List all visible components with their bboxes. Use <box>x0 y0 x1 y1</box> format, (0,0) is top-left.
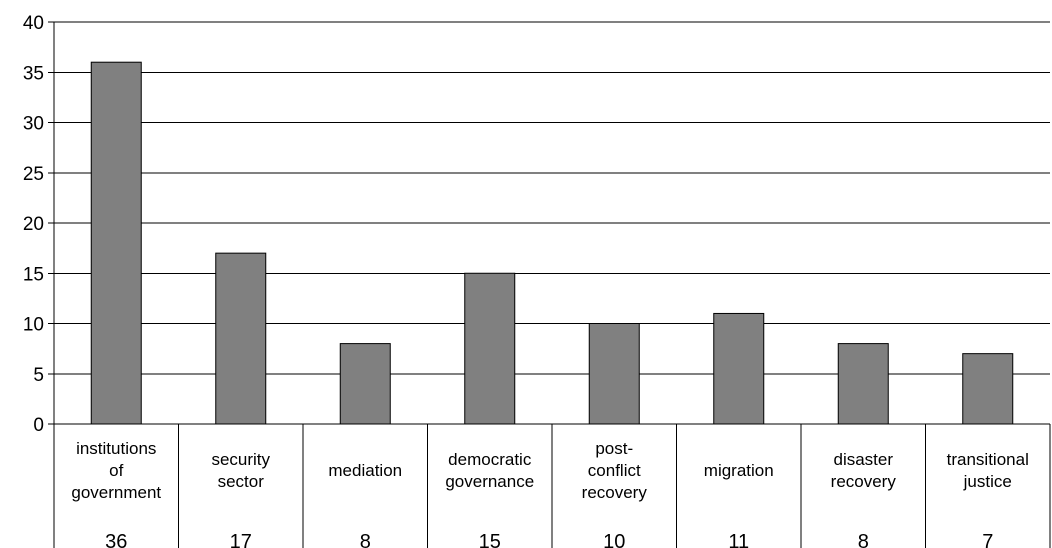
y-tick-label: 35 <box>23 63 44 84</box>
value-label: 8 <box>858 531 869 548</box>
x-category-label-line: post- <box>595 439 633 458</box>
x-category-label-line: transitional <box>947 450 1029 469</box>
x-category-label-line: institutions <box>76 439 156 458</box>
category-table: institutions of government 36 security sector… <box>71 424 1051 548</box>
gridlines <box>54 21 1050 375</box>
bar <box>713 312 765 425</box>
y-tick-label: 10 <box>23 315 44 336</box>
x-category-label-line: disaster <box>833 450 893 469</box>
y-axis-ticks: 0 5 10 15 20 25 30 35 40 <box>23 13 54 436</box>
value-label: 11 <box>728 531 749 548</box>
x-category-label-line: mediation <box>328 461 402 480</box>
bar <box>962 353 1014 425</box>
x-category-label: migration <box>704 461 774 480</box>
y-tick-label: 25 <box>23 164 44 185</box>
x-category-label-line: security <box>211 450 270 469</box>
x-category-label-line: migration <box>704 461 774 480</box>
bar <box>215 252 267 425</box>
x-category-label-line: of <box>109 461 123 480</box>
y-tick-label: 0 <box>33 415 44 436</box>
x-category-label-line: sector <box>218 472 265 491</box>
x-category-label-line: justice <box>963 472 1012 491</box>
x-category-label-line: democratic <box>448 450 532 469</box>
bars <box>90 61 1014 425</box>
x-category-label: mediation <box>328 461 402 480</box>
value-label: 36 <box>105 531 127 548</box>
bar <box>837 343 889 425</box>
bar <box>339 343 391 425</box>
bar <box>464 272 516 425</box>
y-tick-label: 30 <box>23 114 44 135</box>
value-label: 10 <box>603 531 625 548</box>
value-label: 15 <box>479 531 501 548</box>
x-category-label: institutions of government <box>71 439 161 502</box>
x-category-label: post-conflict recovery <box>582 439 648 502</box>
value-label: 17 <box>230 531 252 548</box>
x-category-label: disaster recovery <box>831 450 897 491</box>
bar <box>588 323 640 425</box>
x-category-label-line: government <box>71 483 161 502</box>
x-category-label: security sector <box>211 450 270 491</box>
x-category-label-line: recovery <box>831 472 897 491</box>
value-label: 8 <box>360 531 371 548</box>
x-category-label-line: recovery <box>582 483 648 502</box>
x-category-label: transitional justice <box>947 450 1029 491</box>
y-tick-label: 20 <box>23 214 44 235</box>
x-category-label: democratic governance <box>445 450 534 491</box>
y-tick-label: 40 <box>23 13 44 34</box>
value-label: 7 <box>982 531 993 548</box>
x-category-label-line: governance <box>445 472 534 491</box>
y-tick-label: 15 <box>23 264 44 285</box>
y-tick-label: 5 <box>33 365 44 386</box>
bar <box>90 61 142 425</box>
x-category-label-line: conflict <box>588 461 641 480</box>
